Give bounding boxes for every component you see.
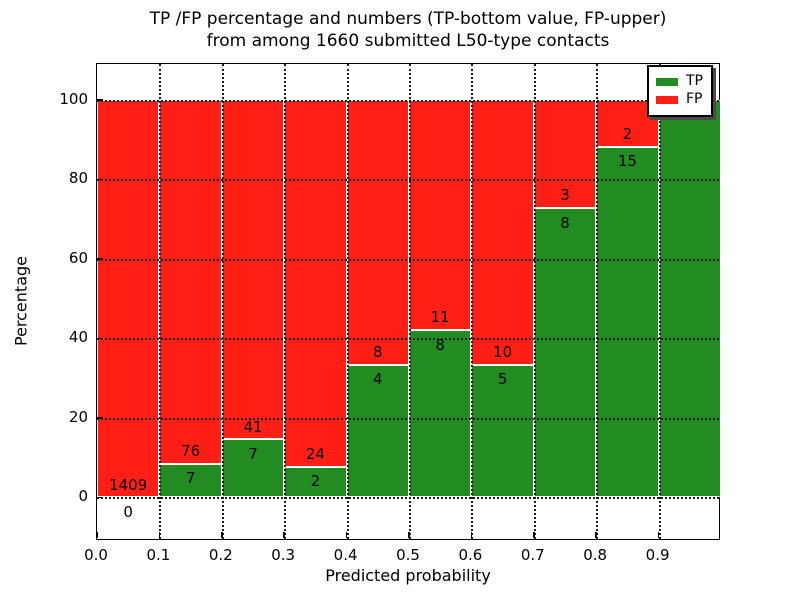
- x-tick-label: 0.2: [208, 546, 233, 564]
- x-tick-mark: [408, 532, 410, 538]
- tp-count-label: 5: [497, 370, 508, 389]
- fp-count-label: 24: [305, 444, 325, 463]
- x-tick-label: 0.9: [645, 546, 670, 564]
- fp-count-label: 3: [560, 186, 570, 205]
- chart-title-line1: TP /FP percentage and numbers (TP-bottom…: [149, 9, 667, 29]
- gridline-x: [159, 64, 162, 539]
- x-tick-label: 0.0: [84, 546, 108, 564]
- y-tick-mark: [97, 417, 103, 419]
- x-tick-mark: [470, 532, 473, 538]
- fp-bar-segment: [159, 99, 222, 464]
- fp-bar-segment: [409, 99, 472, 330]
- x-tick-mark: [657, 532, 660, 538]
- gridline-x: [221, 64, 224, 539]
- tp-count-label: 7: [248, 445, 258, 463]
- x-tick-mark: [158, 532, 161, 538]
- fp-legend-swatch: [656, 95, 678, 104]
- tp-count-label: 8: [560, 213, 570, 232]
- tp-count-label: 0: [123, 502, 133, 521]
- gridline-x: [596, 64, 599, 539]
- y-tick-label: 60: [68, 248, 88, 267]
- x-tick-label: 0.4: [333, 546, 358, 564]
- y-tick-mark: [97, 99, 103, 101]
- x-tick-label: 0.7: [520, 546, 545, 564]
- tp-bar-segment: [658, 99, 721, 498]
- legend-item-fp: FP: [656, 92, 703, 107]
- y-tick-label: 40: [68, 328, 88, 347]
- y-tick-mark: [97, 258, 103, 260]
- tp-legend-swatch: [656, 77, 678, 86]
- x-tick-label: 0.6: [458, 546, 483, 564]
- fp-bar-segment: [221, 99, 285, 440]
- gridline-x: [284, 64, 287, 539]
- fp-count-label: 41: [243, 417, 263, 436]
- fp-count-label: 1409: [109, 475, 148, 494]
- y-tick-mark: [97, 337, 103, 340]
- gridline-y: [97, 338, 719, 341]
- tp-bar-segment: [409, 329, 472, 498]
- y-tick-label: 0: [78, 487, 88, 506]
- chart-title-line2: from among 1660 submitted L50-type conta…: [206, 31, 610, 51]
- y-tick-mark: [97, 178, 103, 181]
- fp-count-label: 11: [430, 308, 450, 327]
- y-tick-label: 20: [68, 407, 88, 426]
- gridline-y: [97, 497, 719, 500]
- x-tick-mark: [595, 532, 597, 538]
- fp-count-label: 8: [373, 343, 383, 362]
- x-axis-label: Predicted probability: [325, 566, 491, 585]
- chart-title: TP /FP percentage and numbers (TP-bottom…: [96, 8, 720, 52]
- x-tick-mark: [221, 532, 223, 538]
- x-tick-mark: [283, 532, 285, 538]
- gridline-y: [97, 417, 719, 420]
- tp-bar-segment: [159, 463, 222, 498]
- gridline-y: [97, 258, 719, 261]
- tp-count-label: 4: [373, 370, 383, 389]
- fp-bar-segment: [97, 99, 160, 498]
- fp-bar-segment: [284, 99, 347, 467]
- tp-count-label: 8: [435, 335, 445, 354]
- y-tick-label: 100: [59, 89, 88, 108]
- fp-bar-segment: [471, 99, 534, 365]
- legend-item-tp: TP: [656, 74, 703, 89]
- x-tick-label: 0.5: [396, 546, 420, 564]
- x-tick-mark: [345, 532, 348, 538]
- plot-area: 140907674172428411810538215020: [96, 63, 721, 540]
- x-tick-mark: [96, 532, 98, 538]
- gridline-x: [533, 64, 536, 539]
- tp-bar-segment: [346, 364, 409, 498]
- fp-legend-label: FP: [686, 91, 703, 107]
- x-tick-label: 0.8: [583, 546, 608, 564]
- tp-bar-segment: [533, 208, 597, 498]
- gridline-x: [658, 64, 661, 539]
- tp-count-label: 2: [310, 472, 321, 491]
- fp-count-label: 2: [622, 124, 633, 143]
- tp-count-label: 7: [185, 469, 196, 488]
- tp-count-label: 15: [617, 152, 637, 171]
- gridline-x: [471, 64, 474, 539]
- gridline-y: [97, 99, 719, 102]
- gridline-y: [97, 179, 719, 182]
- tp-bar-segment: [596, 146, 659, 498]
- fp-bar-segment: [346, 99, 409, 365]
- x-tick-mark: [533, 532, 535, 538]
- legend: TP FP: [647, 65, 713, 117]
- fp-count-label: 76: [181, 442, 201, 461]
- gridline-x: [409, 64, 411, 539]
- gridline-x: [346, 64, 349, 539]
- y-tick-mark: [97, 496, 103, 499]
- tp-legend-label: TP: [686, 73, 703, 89]
- x-tick-label: 0.3: [271, 546, 296, 564]
- tp-bar-segment: [221, 439, 285, 498]
- y-tick-label: 80: [68, 169, 88, 188]
- x-tick-label: 0.1: [146, 546, 171, 564]
- fp-count-label: 10: [493, 343, 513, 362]
